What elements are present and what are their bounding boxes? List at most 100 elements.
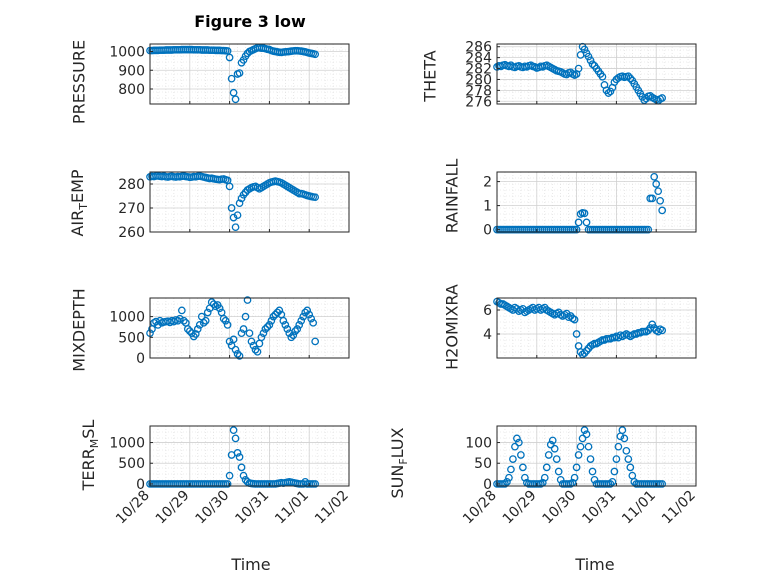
mixdepth-point — [307, 314, 316, 323]
mixdepth-panel: 0 500 1000 — [109, 296, 350, 367]
theta-point — [580, 45, 589, 54]
sun-flux-point — [658, 480, 667, 488]
mixdepth-point — [221, 316, 230, 325]
right-xlabel: Time — [575, 555, 615, 574]
sun-flux-point — [574, 451, 583, 459]
mixdepth-point — [253, 347, 262, 356]
terr-msl-xtick-label: 11/02 — [312, 488, 352, 528]
sun-flux-ytick-label: 50 — [474, 456, 492, 472]
rainfall-ytick-label: 0 — [483, 223, 492, 239]
theta-point — [658, 94, 667, 102]
mixdepth-ytick-label: 1000 — [109, 310, 145, 326]
rainfall-point — [644, 225, 653, 234]
h2omixra-panel: 46 — [483, 297, 697, 359]
pressure-ytick-label: 1000 — [109, 45, 145, 61]
pressure-ytick-label: 800 — [118, 82, 145, 98]
mixdepth-axes-box — [149, 297, 350, 359]
pressure-point — [223, 47, 232, 55]
rainfall-point — [648, 194, 657, 203]
sun-flux-point — [546, 440, 555, 449]
sun-flux-point — [614, 442, 623, 451]
sun-flux-point — [511, 442, 519, 451]
mixdepth-point — [191, 330, 200, 338]
theta-ytick-label: 276 — [465, 94, 492, 110]
sun-flux-point — [570, 473, 579, 482]
sun-flux-point — [584, 442, 593, 451]
theta-ylabel: THETA — [420, 50, 440, 102]
mixdepth-point — [233, 350, 242, 358]
pressure-point — [239, 56, 248, 64]
sun-flux-point — [576, 442, 585, 451]
terr-msl-xtick-label: 10/31 — [232, 488, 272, 528]
mixdepth-point — [287, 333, 296, 342]
terr-msl-xtick-label: 11/01 — [272, 488, 312, 528]
sun-flux-axes-box — [496, 425, 697, 487]
mixdepth-point — [263, 323, 272, 331]
mixdepth-point — [209, 300, 218, 309]
pressure-point — [231, 95, 240, 104]
mixdepth-point — [297, 316, 306, 325]
sun-flux-xtick-label: 11/01 — [619, 488, 659, 528]
h2omixra-ytick-label: 6 — [483, 303, 492, 319]
air-temp-point — [227, 204, 236, 212]
sun-flux-point — [618, 426, 627, 434]
pressure-ytick-label: 900 — [118, 63, 145, 79]
air-temp-point — [225, 182, 234, 191]
mixdepth-ylabel: MIXDEPTH — [69, 288, 89, 372]
theta-point — [624, 72, 633, 81]
h2omixra-point — [658, 326, 667, 335]
mixdepth-point — [154, 321, 162, 329]
theta-point — [574, 64, 583, 73]
sun-flux-point — [521, 473, 529, 482]
sun-flux-ylabel: SUNFLUX — [387, 427, 411, 499]
sun-flux-point — [509, 455, 517, 463]
sun-flux-point — [606, 480, 615, 488]
sun-flux-point — [626, 463, 635, 472]
sun-flux-point — [554, 467, 563, 476]
terr-msl-xtick-label: 10/30 — [193, 488, 233, 528]
mixdepth-point — [291, 327, 300, 335]
sun-flux-ytick-label: 0 — [483, 477, 492, 493]
sun-flux-point — [556, 475, 565, 484]
sun-flux-point — [572, 463, 581, 472]
mixdepth-point — [203, 308, 212, 317]
terr-msl-axes-box — [149, 425, 350, 487]
terr-msl-point — [233, 449, 242, 457]
mixdepth-ytick-label: 500 — [118, 330, 145, 346]
sun-flux-point — [517, 451, 525, 459]
mixdepth-point — [199, 318, 208, 327]
sun-flux-point — [544, 451, 553, 459]
rainfall-point — [574, 218, 583, 227]
theta-point — [606, 87, 615, 96]
terr-msl-xtick-label: 10/29 — [153, 488, 193, 528]
sun-flux-xtick-label: 10/31 — [579, 488, 619, 528]
mixdepth-point — [251, 345, 260, 354]
sun-flux-point — [612, 455, 621, 463]
air-temp-point — [311, 193, 320, 202]
air-temp-ylabel: AIRTEMP — [67, 169, 91, 237]
pressure-point — [229, 88, 238, 97]
rainfall-panel: 0 1 2 — [483, 171, 697, 239]
mixdepth-point — [223, 321, 232, 329]
sun-flux-point — [582, 430, 591, 439]
mixdepth-point — [185, 327, 194, 335]
theta-point — [640, 96, 649, 105]
rainfall-axes-box — [496, 171, 697, 233]
sun-flux-point — [513, 434, 521, 443]
rainfall-point — [582, 218, 591, 227]
sun-flux-point — [540, 473, 549, 482]
h2omixra-point — [570, 315, 579, 324]
terr-msl-point — [235, 453, 244, 461]
mixdepth-point — [231, 345, 240, 354]
left-xlabel: Time — [231, 555, 271, 574]
theta-ytick-label: 284 — [465, 51, 492, 67]
mixdepth-point — [245, 329, 254, 338]
sun-flux-xtick-label: 10/30 — [540, 488, 580, 528]
air-temp-ytick-label: 270 — [118, 201, 145, 217]
theta-point — [626, 74, 635, 83]
terr-msl-ytick-label: 0 — [136, 477, 145, 493]
h2omixra-axes-box — [496, 297, 697, 359]
mixdepth-point — [183, 325, 192, 333]
